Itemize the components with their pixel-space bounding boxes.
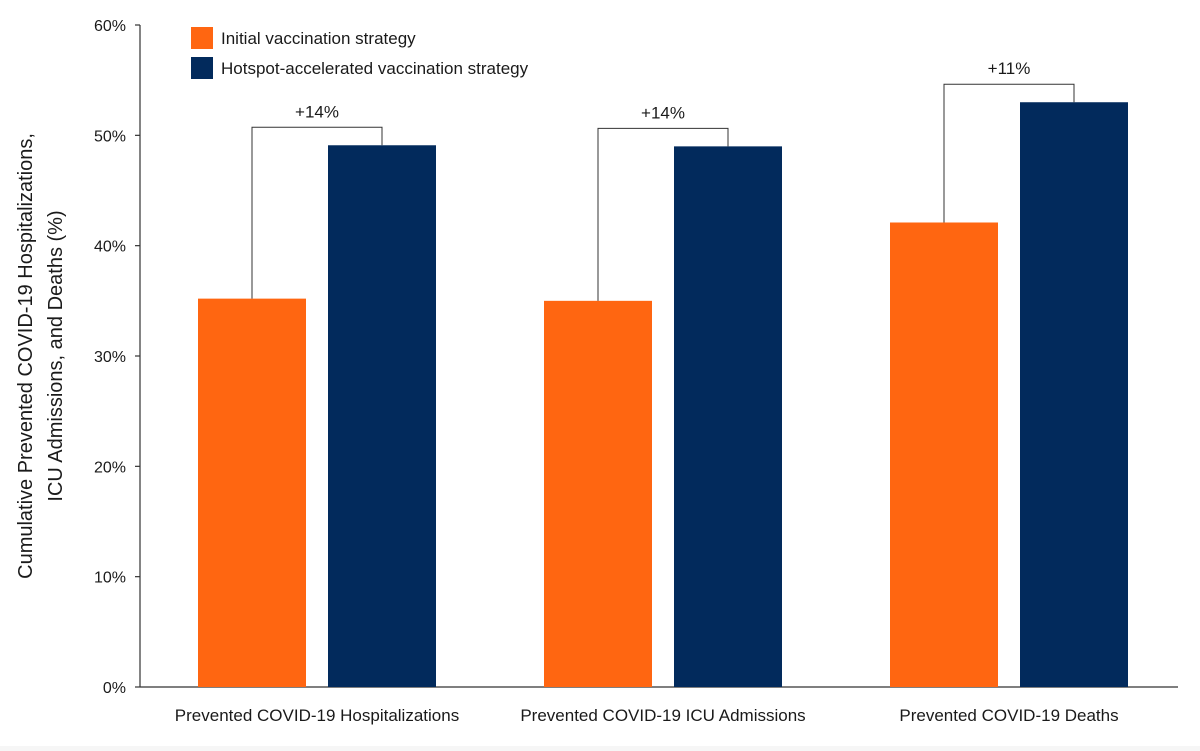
bars (198, 102, 1128, 688)
y-axis-label-line: Cumulative Prevented COVID-19 Hospitaliz… (15, 133, 37, 579)
bar (198, 298, 306, 687)
y-axis-label-group: Cumulative Prevented COVID-19 Hospitaliz… (15, 133, 67, 579)
bar (1020, 102, 1128, 687)
legend-label: Hotspot-accelerated vaccination strategy (221, 59, 529, 78)
bar (890, 222, 998, 687)
axes: 0% 10% 20% 30% 40% 50% 60% Prevented COVID-19 H… (94, 18, 1178, 725)
y-tick-label: 0% (103, 680, 126, 697)
x-category-label: Prevented COVID-19 Hospitalizations (175, 706, 459, 725)
legend-swatch (191, 57, 213, 79)
x-category-label: Prevented COVID-19 ICU Admissions (520, 706, 805, 725)
y-axis-label-line: ICU Admissions, and Deaths (%) (45, 210, 67, 501)
difference-brackets: +14% +14% +11% (251, 59, 1075, 301)
difference-label: +14% (641, 103, 685, 122)
difference-bracket (597, 127, 729, 301)
y-axis-label: Cumulative Prevented COVID-19 Hospitaliz… (15, 133, 67, 579)
difference-bracket (251, 126, 383, 299)
difference-label: +14% (295, 102, 339, 121)
y-tick-label: 50% (94, 128, 126, 145)
legend: Initial vaccination strategy Hotspot-acce… (191, 27, 529, 79)
y-tick-label: 10% (94, 570, 126, 587)
y-tick-label: 40% (94, 239, 126, 256)
legend-swatch (191, 27, 213, 49)
bar (328, 145, 436, 688)
bar (544, 300, 652, 687)
x-category-label: Prevented COVID-19 Deaths (899, 706, 1118, 725)
y-tick-label: 60% (94, 18, 126, 35)
difference-label: +11% (988, 59, 1031, 78)
bar (674, 146, 782, 687)
y-tick-label: 20% (94, 459, 126, 476)
legend-label: Initial vaccination strategy (221, 29, 416, 48)
y-tick-label: 30% (94, 349, 126, 366)
difference-bracket (943, 83, 1075, 223)
